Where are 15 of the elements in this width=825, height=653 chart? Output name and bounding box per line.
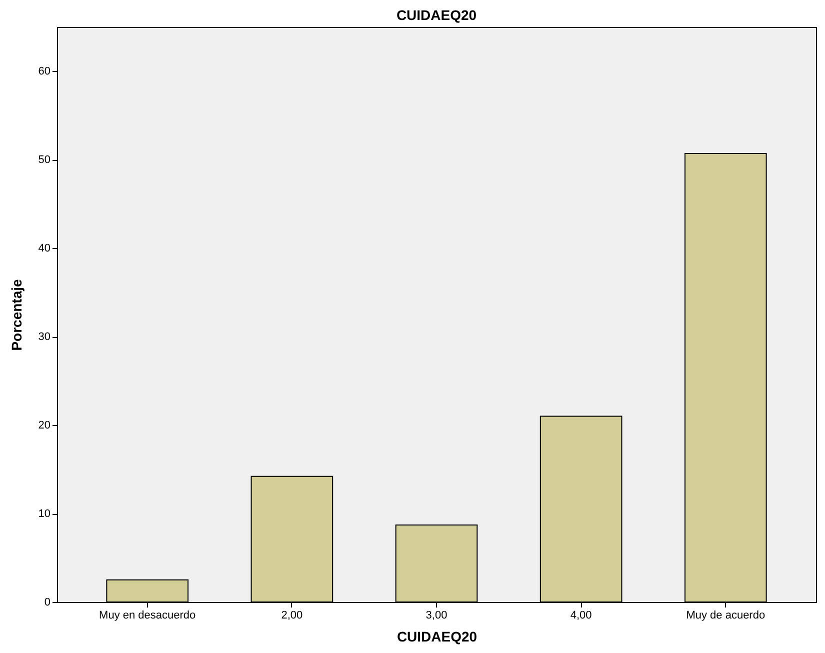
y-tick-label: 50 xyxy=(38,154,50,166)
y-tick-label: 10 xyxy=(38,508,50,520)
y-tick-label: 20 xyxy=(38,420,50,432)
x-tick-label: Muy en desacuerdo xyxy=(99,610,196,622)
y-tick-label: 0 xyxy=(44,596,50,608)
y-tick-label: 30 xyxy=(38,331,50,344)
x-tick-label: 3,00 xyxy=(426,610,448,622)
chart-title: CUIDAEQ20 xyxy=(396,7,477,23)
y-axis-title: Porcentaje xyxy=(8,278,24,351)
x-tick-label: 4,00 xyxy=(570,610,592,622)
x-tick-label: Muy de acuerdo xyxy=(686,610,766,622)
x-tick-label: 2,00 xyxy=(281,610,303,622)
y-tick-label: 40 xyxy=(38,242,50,255)
x-axis-title: CUIDAEQ20 xyxy=(396,628,478,644)
y-tick-label: 60 xyxy=(38,66,50,78)
